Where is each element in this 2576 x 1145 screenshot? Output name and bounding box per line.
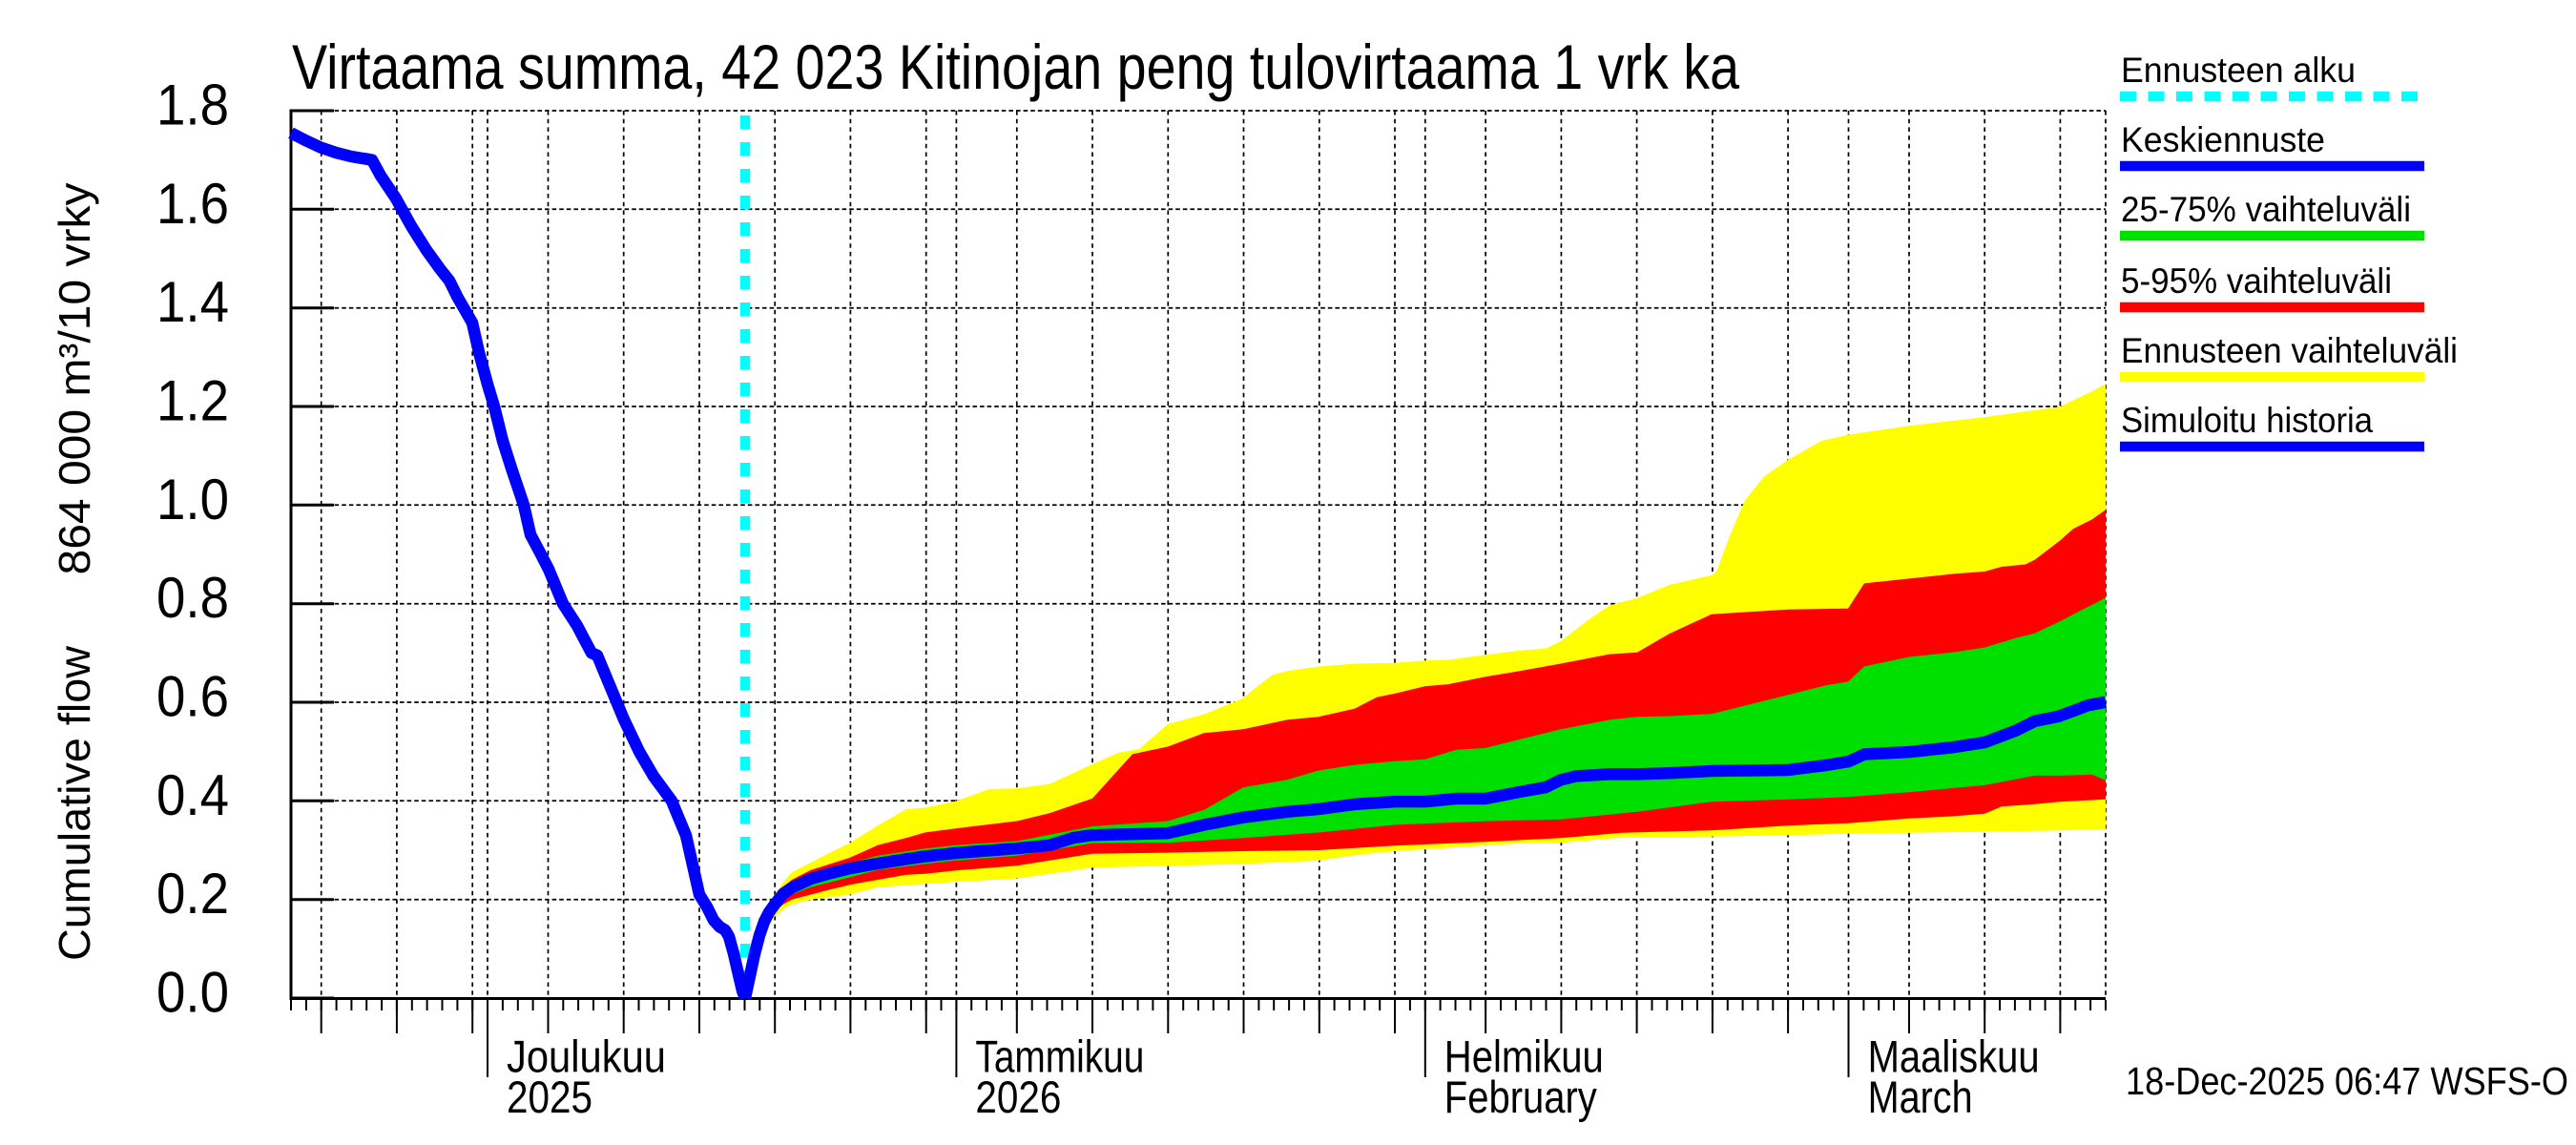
- svg-text:0.0: 0.0: [156, 961, 229, 1025]
- svg-text:March: March: [1868, 1072, 1973, 1122]
- svg-text:February: February: [1444, 1072, 1597, 1122]
- svg-text:Ennusteen alku: Ennusteen alku: [2121, 51, 2356, 90]
- svg-text:Cumulative flow: Cumulative flow: [50, 645, 99, 961]
- svg-text:0.4: 0.4: [156, 763, 229, 827]
- svg-text:Simuloitu historia: Simuloitu historia: [2121, 401, 2373, 440]
- svg-text:864 000 m³/10 vrky: 864 000 m³/10 vrky: [50, 183, 99, 575]
- svg-text:Virtaama summa, 42 023 Kitinoj: Virtaama summa, 42 023 Kitinojan peng tu…: [292, 31, 1739, 102]
- svg-text:25-75% vaihteluväli: 25-75% vaihteluväli: [2121, 190, 2411, 229]
- svg-text:Joulukuu: Joulukuu: [507, 1031, 666, 1082]
- svg-text:Helmikuu: Helmikuu: [1444, 1031, 1604, 1082]
- svg-text:0.2: 0.2: [156, 862, 229, 926]
- svg-text:1.0: 1.0: [156, 468, 229, 531]
- svg-text:1.6: 1.6: [156, 172, 229, 236]
- svg-text:1.8: 1.8: [156, 73, 229, 137]
- svg-text:Ennusteen vaihteluväli: Ennusteen vaihteluväli: [2121, 331, 2458, 370]
- svg-text:1.4: 1.4: [156, 270, 229, 334]
- svg-text:0.6: 0.6: [156, 665, 229, 729]
- svg-text:5-95% vaihteluväli: 5-95% vaihteluväli: [2121, 261, 2392, 301]
- svg-text:1.2: 1.2: [156, 369, 229, 433]
- svg-text:2026: 2026: [975, 1072, 1061, 1122]
- svg-text:0.8: 0.8: [156, 566, 229, 630]
- svg-text:2025: 2025: [507, 1072, 592, 1122]
- svg-text:Maaliskuu: Maaliskuu: [1868, 1031, 2040, 1082]
- svg-text:Keskiennuste: Keskiennuste: [2121, 120, 2325, 159]
- svg-text:Tammikuu: Tammikuu: [975, 1031, 1144, 1082]
- svg-text:18-Dec-2025 06:47 WSFS-O: 18-Dec-2025 06:47 WSFS-O: [2126, 1059, 2568, 1103]
